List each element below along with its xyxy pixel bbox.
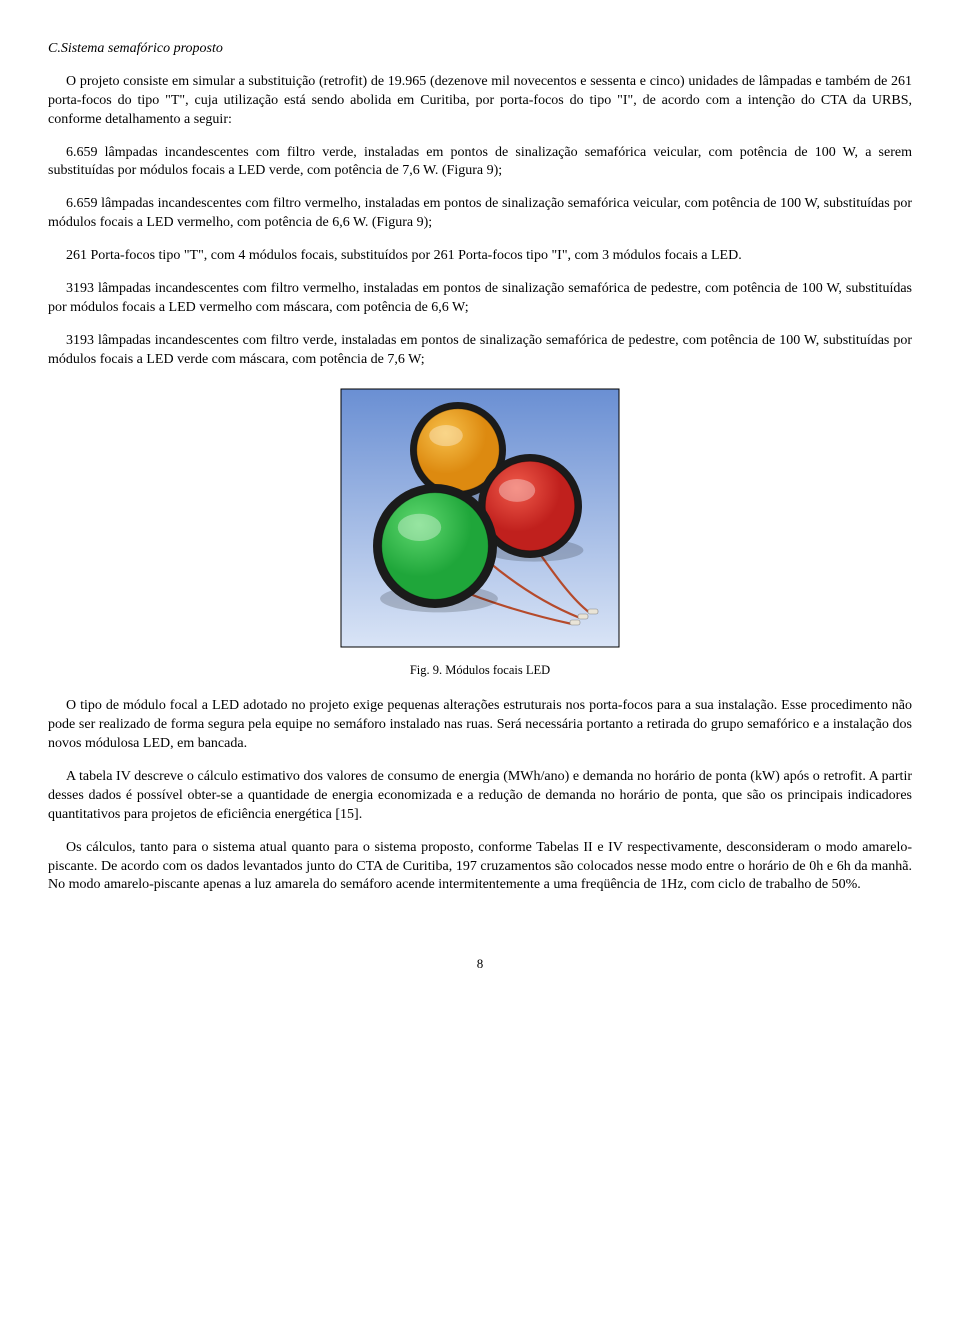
paragraph-after-1: O tipo de módulo focal a LED adotado no … xyxy=(48,697,912,754)
paragraph-item-2: 6.659 lâmpadas incandescentes com filtro… xyxy=(48,195,912,233)
paragraph-intro: O projeto consiste em simular a substitu… xyxy=(48,73,912,130)
paragraph-item-1: 6.659 lâmpadas incandescentes com filtro… xyxy=(48,144,912,182)
paragraph-after-2: A tabela IV descreve o cálculo estimativ… xyxy=(48,768,912,825)
led-modules-figure xyxy=(340,388,620,648)
page-number: 8 xyxy=(48,955,912,973)
paragraph-after-3: Os cálculos, tanto para o sistema atual … xyxy=(48,839,912,896)
paragraph-item-3: 261 Porta-focos tipo "T", com 4 módulos … xyxy=(48,247,912,266)
paragraph-item-5: 3193 lâmpadas incandescentes com filtro … xyxy=(48,332,912,370)
figure-container xyxy=(48,388,912,655)
figure-caption: Fig. 9. Módulos focais LED xyxy=(48,662,912,679)
section-heading: C.Sistema semafórico proposto xyxy=(48,40,912,59)
paragraph-item-4: 3193 lâmpadas incandescentes com filtro … xyxy=(48,280,912,318)
